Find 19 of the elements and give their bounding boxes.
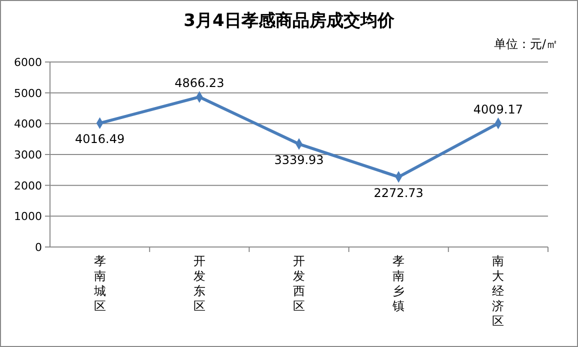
x-tick-label: 孝南城区 <box>92 254 106 313</box>
y-tick-label: 0 <box>35 241 42 254</box>
x-tick-label: 孝南乡镇 <box>392 254 405 313</box>
y-tick-label: 5000 <box>14 86 42 100</box>
data-label: 4866.23 <box>174 76 224 90</box>
x-tick-label: 开发东区 <box>193 254 206 313</box>
text: 单位：元/㎡ <box>494 37 558 51</box>
y-tick-label: 1000 <box>14 210 42 224</box>
data-label: 4009.17 <box>473 102 524 116</box>
x-tick-label: 南大经济区 <box>492 254 504 328</box>
data-label: 2272.73 <box>374 186 424 200</box>
chart-title: 3月4日孝感商品房成交均价 <box>184 11 396 31</box>
data-label: 4016.49 <box>74 132 125 146</box>
y-tick-label: 2000 <box>14 179 42 192</box>
data-label: 3339.93 <box>274 153 324 168</box>
y-tick-label: 3000 <box>14 148 42 162</box>
y-tick-label: 4000 <box>14 118 42 131</box>
y-tick-label: 6000 <box>14 56 42 69</box>
x-tick-label: 开发西区 <box>293 254 305 313</box>
